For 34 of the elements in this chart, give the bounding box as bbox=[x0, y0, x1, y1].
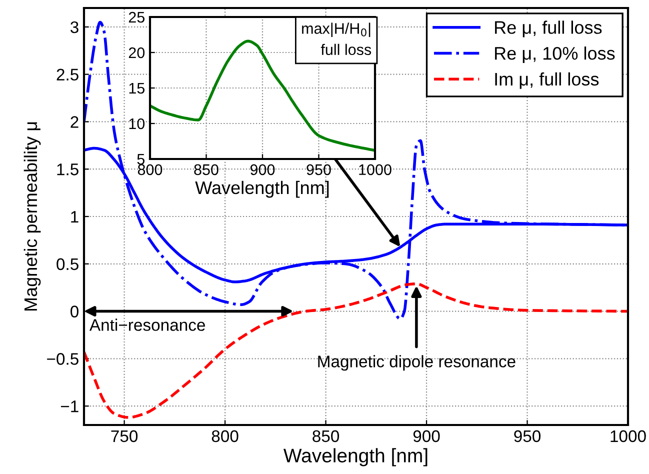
annotation: Anti−resonance bbox=[89, 318, 205, 331]
x-tick-label: 950 bbox=[306, 164, 331, 176]
legend-label: Re μ, 10% loss bbox=[495, 46, 615, 64]
annotation: Magnetic dipole resonance bbox=[318, 355, 516, 371]
y-tick-label: 20 bbox=[128, 47, 145, 58]
x-tick-label: 950 bbox=[514, 430, 541, 442]
x-tick-label: 900 bbox=[413, 430, 440, 442]
y-tick-label: 15 bbox=[129, 83, 144, 94]
x-tick-label: 800 bbox=[212, 430, 238, 442]
y-tick-label: 2 bbox=[70, 116, 78, 128]
y-tick-label: 1.5 bbox=[57, 164, 78, 176]
y-tick-label: 5 bbox=[137, 154, 144, 165]
y-tick-label: −1 bbox=[60, 400, 78, 412]
y-tick-label: 0.5 bbox=[56, 258, 78, 270]
annotation: max|H/H$_{0}$| full loss bbox=[302, 22, 372, 56]
x-tick-label: 800 bbox=[138, 164, 162, 176]
x-axis-title: Wavelength [nm] bbox=[284, 448, 428, 466]
x-tick-label: 1000 bbox=[359, 164, 392, 176]
legend-label: Re μ, full loss bbox=[495, 20, 602, 38]
y-tick-label: 3 bbox=[70, 21, 78, 34]
y-axis-title: Magnetic permeability μ bbox=[24, 122, 41, 311]
legend-label: Im μ, full loss bbox=[495, 72, 599, 89]
y-tick-label: 2.5 bbox=[56, 68, 78, 81]
y-tick-label: 25 bbox=[128, 12, 144, 23]
x-tick-label: 850 bbox=[194, 164, 218, 176]
x-tick-label: 1000 bbox=[610, 430, 646, 442]
x-tick-label: 850 bbox=[312, 430, 340, 442]
x-tick-label: 750 bbox=[111, 430, 138, 442]
x-tick-label: 900 bbox=[250, 164, 275, 176]
y-tick-label: −0.5 bbox=[47, 353, 78, 365]
x-axis-title: Wavelength [nm] bbox=[195, 180, 329, 198]
y-tick-label: 10 bbox=[129, 118, 145, 130]
y-tick-label: 0 bbox=[70, 306, 78, 318]
y-tick-label: 1 bbox=[71, 211, 78, 223]
